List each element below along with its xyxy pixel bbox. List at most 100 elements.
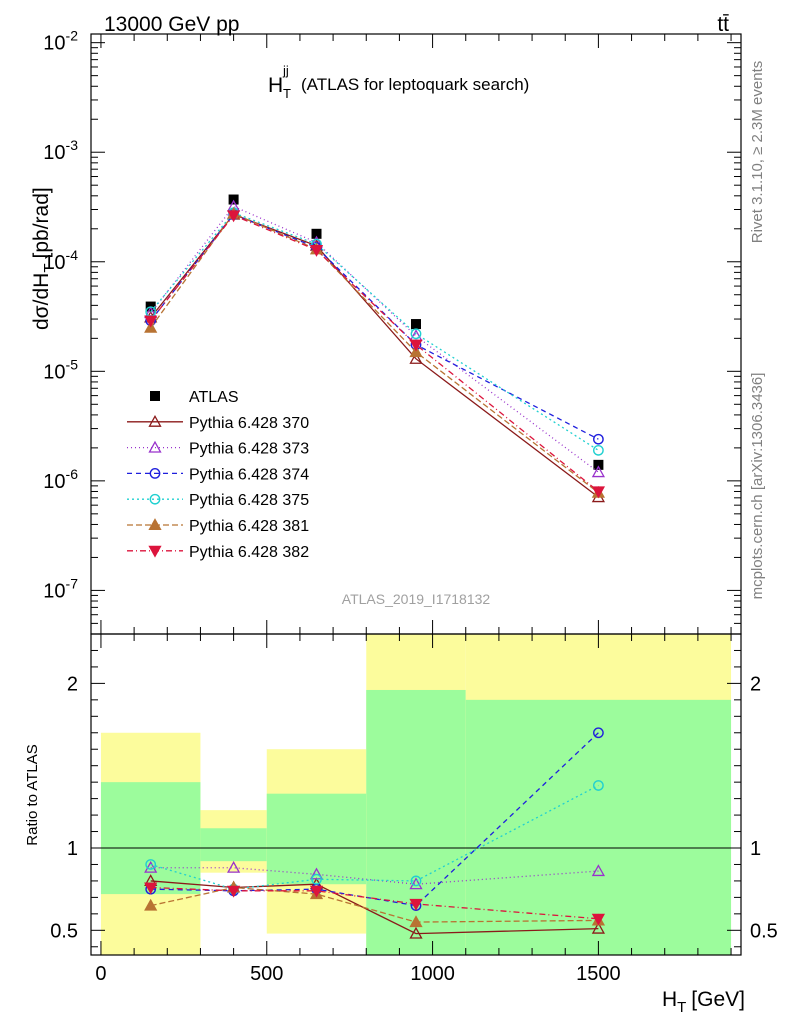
mc-point — [409, 339, 423, 352]
y-tick-label: 10-4 — [43, 247, 78, 274]
xlabel-sub: T — [677, 999, 686, 1016]
ylabel-main: dσ/dH — [30, 273, 53, 330]
series-line — [150, 205, 599, 473]
x-tick-label: 0 — [95, 963, 106, 985]
ratio-y-tick-label: 0.5 — [50, 920, 78, 942]
legend-label: Pythia 6.428 374 — [189, 466, 309, 483]
mc-point — [226, 860, 241, 873]
tick-base: 10 — [43, 471, 65, 493]
mc-point — [148, 414, 162, 427]
tick-exponent: -7 — [66, 575, 79, 591]
mc-point — [148, 545, 162, 558]
series-line — [150, 212, 599, 494]
title-sup: jj — [282, 63, 289, 78]
mc-point — [591, 486, 606, 499]
tick-exponent: -4 — [66, 247, 79, 263]
data-point — [228, 194, 239, 205]
ratio-y-tick-label-right: 2 — [750, 673, 761, 695]
mc-point — [410, 328, 422, 340]
mc-point — [309, 244, 324, 257]
x-tick-label: 500 — [250, 963, 283, 985]
mc-point — [144, 882, 158, 895]
green-band-bin — [100, 782, 201, 895]
x-tick-label: 1500 — [576, 963, 621, 985]
tick-base: 10 — [43, 142, 65, 164]
mc-point — [148, 518, 162, 531]
ratio-bands — [91, 634, 741, 955]
main-plot-title: H T jj (ATLAS for leptoquark search) — [268, 63, 529, 101]
ratio-y-tick-label: 1 — [67, 838, 78, 860]
mc-point — [144, 898, 158, 911]
mc-point — [593, 444, 604, 456]
y-tick-label: 10-6 — [43, 466, 78, 493]
legend-label: Pythia 6.428 381 — [189, 518, 309, 535]
title-rest: (ATLAS for leptoquark search) — [301, 75, 529, 94]
title-sub: T — [283, 86, 291, 101]
green-band-bin — [200, 828, 267, 862]
data-point — [150, 391, 160, 401]
green-band-bin — [465, 699, 732, 955]
mc-point — [410, 875, 422, 887]
tick-exponent: -2 — [66, 28, 79, 44]
mc-point — [148, 440, 162, 453]
mc-point — [144, 860, 158, 873]
legend-label: Pythia 6.428 382 — [189, 544, 309, 561]
mc-point — [409, 898, 423, 911]
y-tick-label: 10-3 — [43, 137, 78, 164]
mc-point — [591, 913, 606, 926]
data-point — [311, 228, 322, 239]
mc-point — [409, 926, 423, 939]
mc-point — [593, 780, 604, 791]
tick-exponent: -3 — [66, 137, 79, 153]
mc-point — [591, 465, 606, 478]
mcplots-label: mcplots.cern.ch [arXiv:1306.3436] — [749, 373, 766, 600]
mc-point — [593, 433, 604, 445]
xlabel-rest: [GeV] — [691, 988, 745, 1011]
mc-point — [309, 885, 324, 898]
analysis-watermark: ATLAS_2019_I1718132 — [342, 591, 491, 607]
legend-label: Pythia 6.428 370 — [189, 415, 309, 432]
ratio-frame — [90, 633, 742, 956]
green-band-bin — [266, 793, 367, 885]
data-point — [593, 459, 604, 470]
mc-point — [591, 864, 606, 877]
ratio-series-line — [150, 784, 599, 890]
tick-base: 10 — [43, 580, 65, 602]
y-tick-label: 10-2 — [43, 28, 78, 55]
legend-label: Pythia 6.428 375 — [189, 492, 309, 509]
mc-point — [226, 885, 241, 898]
tick-exponent: -5 — [66, 356, 79, 372]
x-axis-label: HT [GeV] — [662, 988, 745, 1016]
legend-label: ATLAS — [189, 389, 239, 406]
mc-point — [409, 915, 423, 928]
tick-base: 10 — [43, 361, 65, 383]
energy-label: 13000 GeV pp — [104, 13, 239, 36]
data-point — [411, 319, 421, 330]
process-label: tt̄ — [717, 13, 729, 36]
xlabel-main: H — [662, 988, 677, 1011]
mc-point — [593, 727, 604, 739]
tick-base: 10 — [43, 33, 65, 55]
ratio-y-axis-label: Ratio to ATLAS — [24, 744, 41, 845]
mc-point — [149, 468, 161, 479]
ratio-y-tick-label-right: 0.5 — [750, 920, 778, 942]
legend: ATLAS Pythia 6.428 370 Pythia 6.428 373 Pyt… — [127, 389, 309, 561]
legend-label: Pythia 6.428 373 — [189, 441, 309, 458]
y-tick-label: 10-7 — [43, 575, 78, 602]
ratio-series-line — [150, 886, 599, 923]
mc-point — [145, 859, 157, 870]
mc-point — [591, 921, 606, 934]
ratio-y-tick-label: 2 — [67, 673, 78, 695]
mc-point — [149, 493, 161, 505]
tick-base: 10 — [43, 252, 65, 274]
mc-point — [226, 210, 241, 223]
tick-exponent: -6 — [66, 466, 79, 482]
title-main: H — [268, 74, 283, 97]
rivet-label: Rivet 3.1.10, ≥ 2.3M events — [749, 61, 766, 244]
mc-point — [311, 873, 322, 885]
x-tick-label: 1000 — [410, 963, 455, 985]
mc-point — [409, 877, 423, 890]
ylabel-rest: [pb/rad] — [30, 187, 53, 258]
series-line — [150, 212, 599, 451]
